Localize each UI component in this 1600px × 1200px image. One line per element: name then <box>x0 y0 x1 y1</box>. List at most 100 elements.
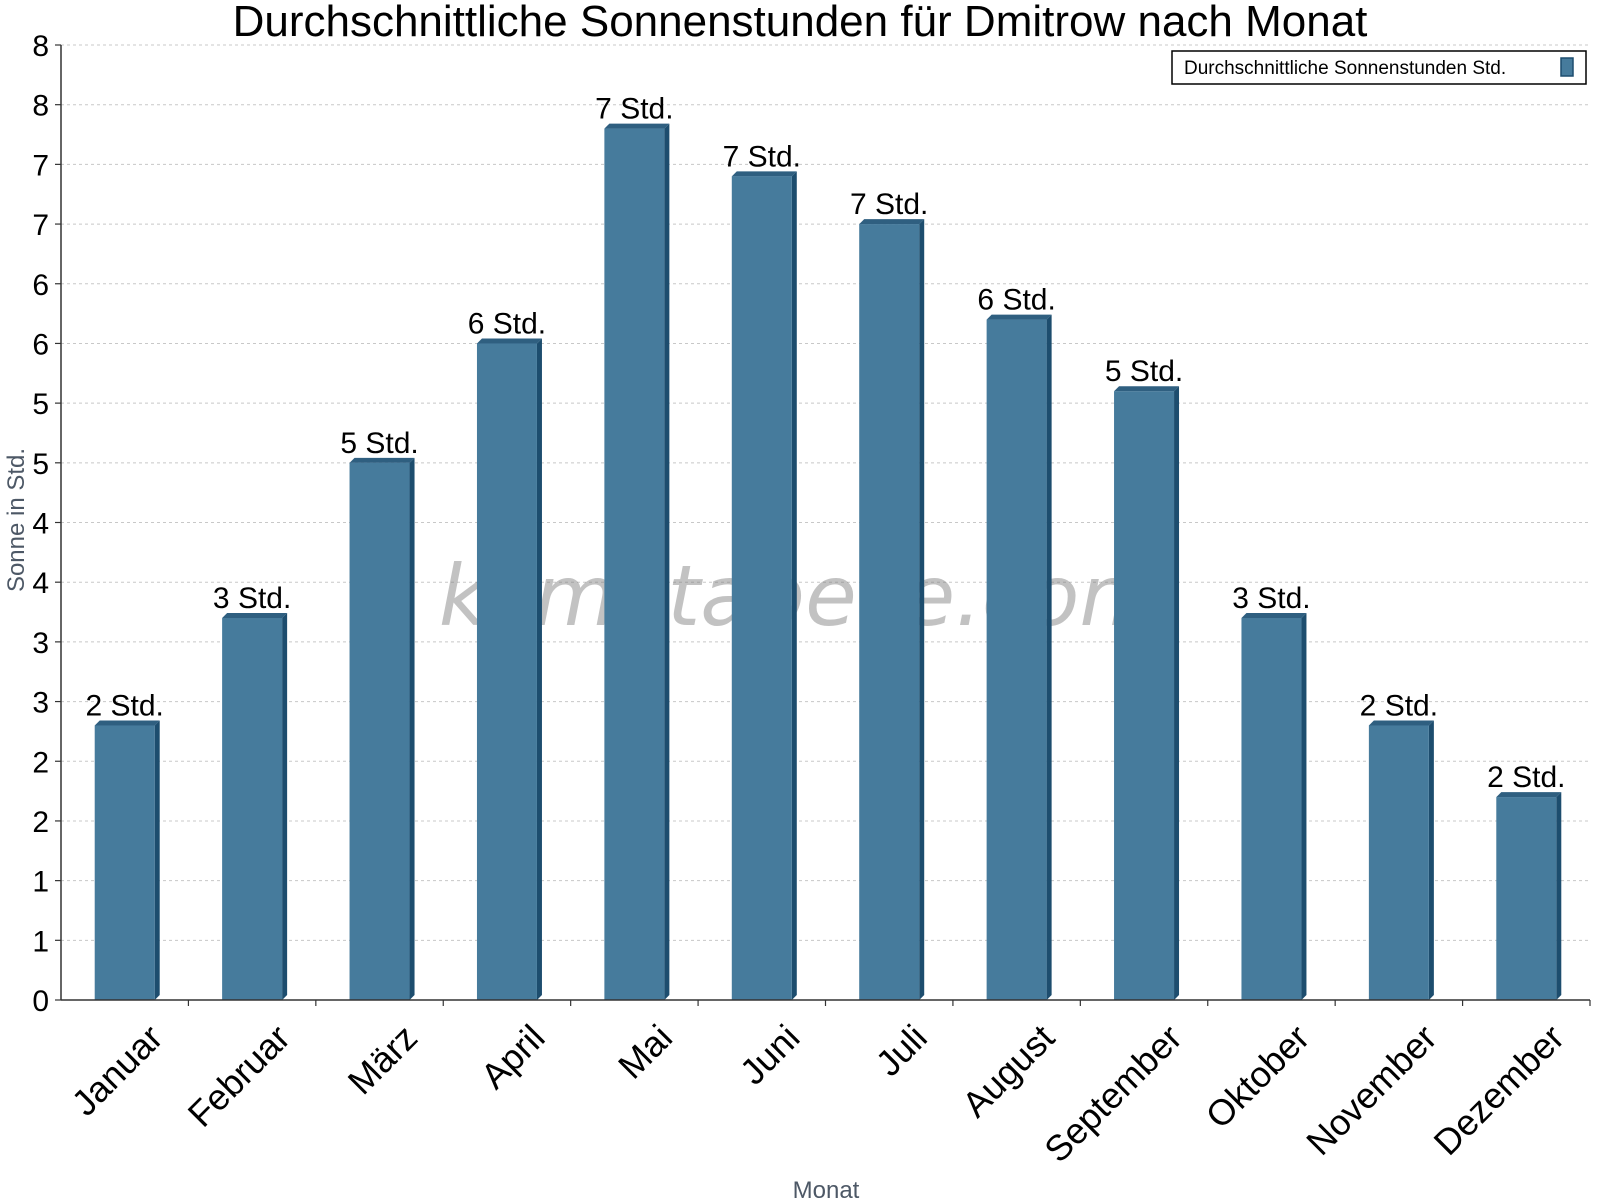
bar-front <box>349 462 410 1000</box>
legend-label: Durchschnittliche Sonnenstunden Std. <box>1184 58 1506 79</box>
y-tick-label: 5 <box>32 448 49 481</box>
y-tick-label: 7 <box>32 209 49 242</box>
x-axis-label: Monat <box>793 1177 860 1200</box>
bar-side <box>1428 720 1434 1000</box>
x-tick-label: November <box>1298 1017 1444 1163</box>
bar-front <box>222 618 283 1000</box>
x-tick-label: Februar <box>180 1017 298 1135</box>
data-label: 5 Std. <box>1105 355 1183 388</box>
y-tick-label: 7 <box>32 149 49 182</box>
bar <box>859 219 925 1000</box>
x-tick-label: Oktober <box>1198 1017 1318 1137</box>
bar <box>604 123 670 1000</box>
bars <box>94 123 1562 1000</box>
bar-top <box>476 338 542 344</box>
data-label: 5 Std. <box>340 427 418 460</box>
y-axis-label: Sonne in Std. <box>3 448 30 592</box>
bar-top <box>1241 613 1307 618</box>
y-tick-label: 0 <box>32 985 49 1018</box>
y-tick-label: 3 <box>32 627 49 660</box>
y-tick-label: 1 <box>32 925 49 958</box>
chart-title: Durchschnittliche Sonnenstunden für Dmit… <box>233 0 1368 46</box>
bar-side <box>1046 314 1052 1000</box>
y-tick-label: 1 <box>32 866 49 899</box>
bar-front <box>1368 725 1429 1000</box>
bar-top <box>1496 792 1562 798</box>
legend: Durchschnittliche Sonnenstunden Std. <box>1171 50 1587 85</box>
bar <box>731 171 797 1000</box>
data-labels: 2 Std. 3 Std. 5 Std. 6 Std. 7 Std. 7 Std. 7 St… <box>86 93 1566 795</box>
bar <box>94 720 160 1000</box>
bar-top <box>604 123 670 129</box>
bar-front <box>476 343 537 1000</box>
x-tick-label: Juni <box>732 1017 808 1093</box>
bar-side <box>409 457 415 1000</box>
x-tick-labels: Januar Februar März April Mai Juni Juli AugustS… <box>64 1017 1572 1171</box>
x-tick-label: Mai <box>610 1017 680 1087</box>
data-label: 7 Std. <box>850 188 928 221</box>
bar-front <box>986 319 1047 1000</box>
data-label: 2 Std. <box>1487 761 1565 794</box>
bar <box>1368 720 1434 1000</box>
bar-top <box>1114 386 1180 392</box>
bar <box>1114 386 1180 1000</box>
y-tick-labels: 0 1 1 2 2 3 3 4 4 5 5 6 6 7 7 8 8 <box>32 30 49 1018</box>
bar <box>986 314 1052 1000</box>
bar-front <box>94 725 155 1000</box>
legend-box <box>1171 50 1587 85</box>
y-tick-label: 5 <box>32 388 49 421</box>
x-tick-label: Juli <box>868 1017 935 1084</box>
bar-top <box>731 171 797 177</box>
bar <box>1241 613 1307 1000</box>
x-tick-label: Dezember <box>1426 1017 1572 1163</box>
bar-top <box>94 720 160 726</box>
data-label: 3 Std. <box>213 582 291 615</box>
bar-side <box>664 123 670 1000</box>
bar-top <box>349 457 415 463</box>
data-label: 7 Std. <box>595 93 673 126</box>
y-tick-label: 8 <box>32 90 49 123</box>
legend-swatch <box>1560 57 1574 77</box>
bar-side <box>536 338 542 1000</box>
gridlines <box>61 44 1590 941</box>
data-label: 2 Std. <box>1360 689 1438 722</box>
y-tick-label: 6 <box>32 269 49 302</box>
bar-side <box>1556 792 1562 1000</box>
bar-top <box>222 613 288 618</box>
x-tick-label: April <box>473 1017 553 1097</box>
bar-side <box>919 219 925 1000</box>
bar-front <box>731 176 792 1000</box>
y-tick-label: 6 <box>32 328 49 361</box>
y-tick-label: 3 <box>32 687 49 720</box>
x-tick-label: September <box>1036 1017 1190 1171</box>
bar <box>476 338 542 1000</box>
bar-front <box>1114 391 1175 1000</box>
bar <box>1496 792 1562 1000</box>
y-tick-label: 2 <box>32 746 49 779</box>
bar-front <box>859 224 920 1000</box>
data-label: 7 Std. <box>723 140 801 173</box>
x-tick-label: August <box>954 1017 1062 1125</box>
x-tick-label: Januar <box>64 1017 171 1124</box>
bar-side <box>154 720 160 1000</box>
bar <box>222 613 288 1000</box>
bar-side <box>1301 613 1307 1000</box>
data-label: 6 Std. <box>468 307 546 340</box>
bar-front <box>1241 618 1302 1000</box>
x-tick-label: März <box>340 1017 426 1103</box>
bar-side <box>282 613 288 1000</box>
bar <box>349 457 415 1000</box>
data-label: 3 Std. <box>1232 582 1310 615</box>
axes <box>55 44 1591 1006</box>
data-label: 6 Std. <box>977 284 1055 317</box>
bar-top <box>1368 720 1434 726</box>
watermark: klimatabelle.com <box>439 547 1162 645</box>
bar-side <box>791 171 797 1000</box>
bar-top <box>986 314 1052 320</box>
data-label: 2 Std. <box>86 689 164 722</box>
bar-top <box>859 219 925 225</box>
y-tick-label: 2 <box>32 806 49 839</box>
bar-side <box>1174 386 1180 1000</box>
